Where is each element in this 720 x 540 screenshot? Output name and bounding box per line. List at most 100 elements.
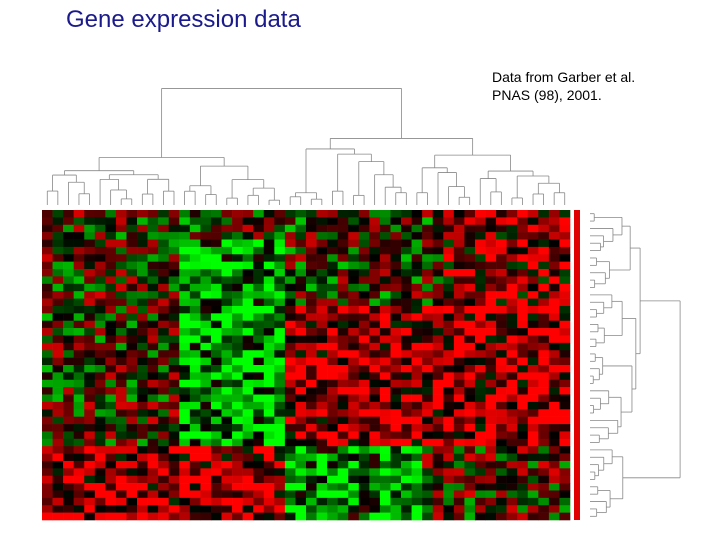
- heatmap-cell: [401, 269, 412, 277]
- heatmap-cell: [327, 217, 338, 226]
- heatmap-cell: [210, 468, 222, 477]
- heatmap-cell: [94, 269, 106, 277]
- heatmap-cell: [232, 276, 243, 285]
- heatmap-cell: [527, 313, 539, 322]
- heatmap-cell: [496, 328, 507, 336]
- heatmap-cell: [115, 350, 127, 358]
- heatmap-cell: [105, 438, 117, 447]
- heatmap-cell: [316, 505, 328, 513]
- heatmap-cell: [379, 505, 391, 513]
- heatmap-cell: [126, 246, 138, 255]
- heatmap-cell: [242, 394, 254, 403]
- heatmap-cell: [443, 305, 455, 314]
- heatmap-cell: [115, 254, 127, 262]
- heatmap-cell: [263, 342, 275, 351]
- heatmap-cell: [337, 416, 349, 425]
- heatmap-cell: [115, 401, 127, 410]
- heatmap-cell: [168, 217, 180, 226]
- heatmap-cell: [210, 505, 222, 513]
- heatmap-cell: [453, 350, 465, 358]
- heatmap-cell: [485, 276, 497, 285]
- heatmap-cell: [42, 210, 53, 218]
- heatmap-cell: [210, 379, 222, 388]
- heatmap-cell: [474, 224, 486, 233]
- heatmap-cell: [443, 224, 455, 233]
- heatmap-cell: [200, 246, 212, 255]
- heatmap-cell: [327, 431, 338, 440]
- heatmap-cell: [559, 269, 571, 277]
- heatmap-cell: [369, 416, 381, 425]
- heatmap-cell: [453, 261, 465, 270]
- heatmap-cell: [84, 350, 96, 358]
- heatmap-cell: [274, 239, 286, 248]
- heatmap-cell: [358, 276, 370, 285]
- heatmap-cell: [369, 246, 381, 255]
- heatmap-cell: [390, 291, 402, 299]
- heatmap-cell: [327, 328, 338, 336]
- heatmap-cell: [253, 305, 265, 314]
- heatmap-cell: [84, 342, 96, 351]
- heatmap-cell: [369, 350, 381, 358]
- heatmap-cell: [295, 387, 307, 395]
- heatmap-cell: [73, 320, 85, 329]
- heatmap-cell: [115, 409, 127, 417]
- heatmap-cell: [232, 210, 243, 218]
- heatmap-cell: [126, 372, 138, 381]
- heatmap-cell: [189, 283, 201, 292]
- heatmap-cell: [506, 232, 518, 240]
- heatmap-cell: [306, 320, 317, 329]
- heatmap-cell: [189, 497, 201, 506]
- heatmap-cell: [379, 357, 391, 366]
- heatmap-cell: [168, 438, 180, 447]
- heatmap-cell: [158, 512, 170, 521]
- heatmap-cell: [84, 232, 96, 240]
- heatmap-cell: [200, 497, 212, 506]
- heatmap-cell: [263, 483, 275, 491]
- heatmap-cell: [358, 424, 370, 432]
- heatmap-cell: [411, 460, 423, 469]
- heatmap-cell: [464, 416, 476, 425]
- heatmap-cell: [73, 394, 85, 403]
- heatmap-cell: [94, 387, 106, 395]
- heatmap-cell: [327, 313, 338, 322]
- heatmap-cell: [189, 401, 201, 410]
- heatmap-cell: [358, 394, 370, 403]
- heatmap-cell: [316, 239, 328, 248]
- heatmap-cell: [327, 224, 338, 233]
- heatmap-cell: [496, 305, 507, 314]
- heatmap-cell: [210, 372, 222, 381]
- heatmap-cell: [559, 460, 571, 469]
- heatmap-cell: [242, 424, 254, 432]
- heatmap-cell: [63, 239, 74, 248]
- heatmap-cell: [369, 357, 381, 366]
- heatmap-cell: [105, 224, 117, 233]
- heatmap-cell: [168, 475, 180, 484]
- heatmap-cell: [115, 210, 127, 218]
- heatmap-cell: [306, 424, 317, 432]
- heatmap-cell: [443, 239, 455, 248]
- heatmap-cell: [559, 431, 571, 440]
- heatmap-cell: [379, 276, 391, 285]
- heatmap-cell: [94, 490, 106, 499]
- heatmap-cell: [474, 460, 486, 469]
- heatmap-cell: [232, 335, 243, 344]
- heatmap-cell: [379, 254, 391, 262]
- heatmap-cell: [379, 497, 391, 506]
- heatmap-cell: [337, 217, 349, 226]
- heatmap-cell: [517, 438, 529, 447]
- heatmap-cell: [94, 224, 106, 233]
- heatmap-cell: [327, 254, 338, 262]
- heatmap-cell: [327, 483, 338, 491]
- heatmap-cell: [485, 365, 497, 373]
- heatmap-cell: [189, 357, 201, 366]
- heatmap-cell: [453, 305, 465, 314]
- heatmap-cell: [464, 497, 476, 506]
- heatmap-cell: [94, 416, 106, 425]
- heatmap-cell: [63, 305, 74, 314]
- heatmap-cell: [94, 239, 106, 248]
- heatmap-cell: [210, 305, 222, 314]
- heatmap-cell: [263, 305, 275, 314]
- heatmap-cell: [137, 246, 148, 255]
- heatmap-cell: [369, 298, 381, 307]
